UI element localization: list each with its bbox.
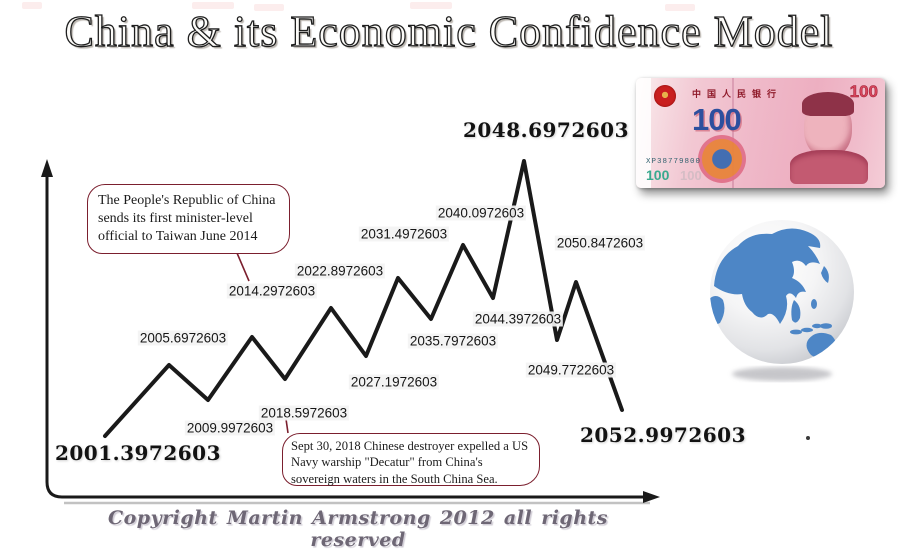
top-edge-artifact [665,4,695,11]
top-edge-artifact [254,4,284,11]
banknote-100-corner: 100 [849,82,878,102]
globe-asia-image [704,216,866,388]
globe-icon [710,220,854,381]
portrait-hair [802,92,854,116]
top-edge-artifact [22,2,42,9]
globe-shadow [732,367,832,381]
stray-dot [806,436,810,440]
callout-taiwan-note: The People's Republic of China sends its… [87,184,290,254]
turning-point-label-high: 2040.0972603 [435,205,527,221]
banknote-100-large: 100 [692,102,742,137]
ecm-cycle-line [103,159,624,438]
turning-point-label-major-high: 2048.6972603 [462,118,630,142]
china-emblem-icon [654,85,676,107]
turning-point-label-low: 2035.7972603 [407,333,499,349]
turning-point-label-low: 2044.3972603 [472,311,564,327]
banknote-serial-number: XP38779800 [646,158,702,166]
x-axis-arrow-icon [643,491,660,503]
page-title: China & its Economic Confidence Model [64,6,834,56]
turning-point-label-high: 2031.4972603 [358,226,450,242]
yuan-banknote-image: 中国人民银行 100 100 XP38779800 100 100 [636,78,885,188]
banknote-bank-name: 中国人民银行 [692,89,783,99]
turning-point-label-low: 2049.7722603 [525,362,617,378]
turning-point-label-end-low: 2052.9972603 [579,423,747,447]
callout-decatur-text: Sept 30, 2018 Chinese destroyer expelled… [291,439,529,486]
banknote-100-green: 100 [646,167,670,183]
portrait-suit [790,150,868,184]
top-edge-artifact [410,2,452,9]
turning-point-label-low: 2001.3972603 [54,441,222,465]
axes [45,172,644,499]
callout-decatur-note: Sept 30, 2018 Chinese destroyer expelled… [282,433,540,486]
top-edge-artifact [192,2,234,9]
mao-portrait-icon [788,88,870,184]
banknote-security-thread [732,78,734,188]
y-axis-arrow-icon [41,159,53,177]
callout-taiwan-text: The People's Republic of China sends its… [98,193,276,245]
turning-point-label-high: 2050.8472603 [554,235,646,251]
banknote-flower-ornament-icon [698,135,746,183]
callout-pointer-decatur [285,418,289,434]
turning-point-label-low: 2018.5972603 [258,405,350,421]
turning-point-label-high: 2005.6972603 [137,330,229,346]
turning-point-label-low: 2027.1972603 [348,374,440,390]
copyright: Copyright Martin Armstrong 2012 all righ… [108,507,608,551]
banknote-100-ghost: 100 [680,168,702,183]
turning-point-label-high: 2014.2972603 [226,283,318,299]
banknote-watermark-strip [636,78,651,188]
turning-point-label-high: 2022.8972603 [294,263,386,279]
turning-point-label-low: 2009.9972603 [184,420,276,436]
callout-pointer-taiwan [236,252,250,282]
